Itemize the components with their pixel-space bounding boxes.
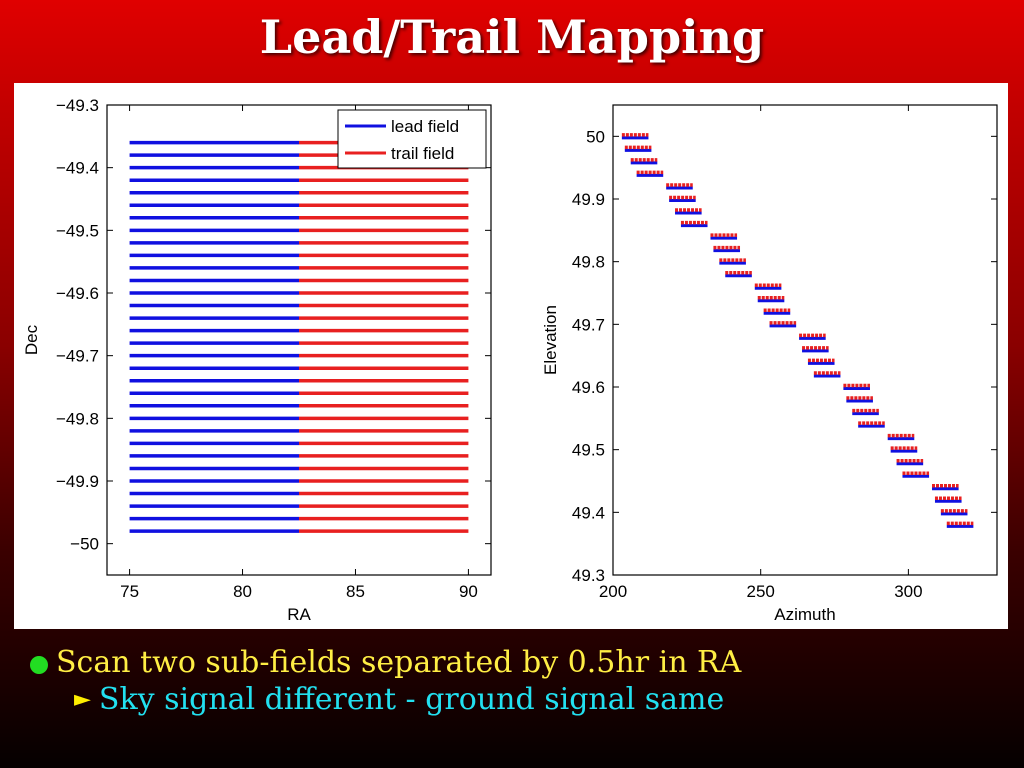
y-tick-label: −49.7 [56, 347, 99, 366]
y-tick-label: 49.9 [572, 190, 605, 209]
x-tick-label: 85 [346, 582, 365, 601]
y-tick-label: 49.3 [572, 566, 605, 585]
x-tick-label: 250 [747, 582, 775, 601]
y-tick-label: 50 [586, 127, 605, 146]
x-tick-label: 90 [459, 582, 478, 601]
figure-panel: 75 80 85 90 −49.3 −49.4 −49.5 −49.6 −49.7 −49.8 −4… [14, 83, 1008, 629]
elevation-azimuth-chart: 200 250 30049.349.449.549.649.749.849.950 … [541, 104, 998, 624]
bullet-list: Scan two sub-fields separated by 0.5hr i… [30, 645, 741, 717]
y-tick-label: 49.6 [572, 378, 605, 397]
y-axis-label: Dec [22, 324, 41, 355]
bullet-text-1: Scan two sub-fields separated by 0.5hr i… [56, 645, 742, 680]
legend: lead field trail field [337, 109, 487, 169]
y-tick-label: −49.5 [56, 221, 99, 240]
y-tick-label: 49.8 [572, 253, 605, 272]
y-tick-label: −49.3 [56, 96, 99, 115]
bullet-item-1: Scan two sub-fields separated by 0.5hr i… [30, 645, 741, 680]
y-tick-label: −49.8 [56, 409, 99, 428]
legend-label-lead: lead field [391, 117, 459, 136]
legend-box [337, 109, 487, 169]
y-tick-label: −49.9 [56, 472, 99, 491]
y-tick-label: −50 [70, 535, 99, 554]
green-circle-bullet-icon [30, 655, 48, 674]
y-tick-label: 49.5 [572, 441, 605, 460]
y-axis-label: Elevation [541, 305, 560, 375]
bullet-item-2: ► Sky signal different - ground signal s… [74, 682, 741, 717]
bullet-text-2: Sky signal different - ground signal sam… [98, 682, 725, 717]
x-tick-label: 75 [120, 582, 139, 601]
x-axis-label: Azimuth [774, 605, 835, 624]
y-tick-label: 49.4 [572, 503, 605, 522]
legend-label-trail: trail field [391, 144, 454, 163]
y-tick-label: 49.7 [572, 315, 605, 334]
plot-area [106, 104, 492, 576]
x-tick-label: 80 [233, 582, 252, 601]
plot-area [612, 104, 998, 576]
slide-title: Lead/Trail Mapping [259, 10, 765, 64]
y-tick-label: −49.4 [56, 159, 99, 178]
x-tick-label: 200 [599, 582, 627, 601]
x-axis-label: RA [287, 605, 311, 624]
dec-ra-chart: 75 80 85 90 −49.3 −49.4 −49.5 −49.6 −49.7 −49.8 −4… [22, 96, 492, 624]
yellow-triangle-bullet-icon: ► [74, 687, 91, 712]
x-tick-label: 300 [894, 582, 922, 601]
y-tick-label: −49.6 [56, 284, 99, 303]
